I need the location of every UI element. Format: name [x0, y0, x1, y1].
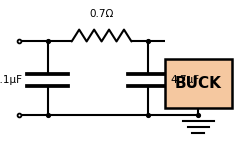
Text: 0.1μF: 0.1μF: [0, 75, 23, 85]
Text: 0.7Ω: 0.7Ω: [89, 9, 114, 19]
Text: 4.7μF: 4.7μF: [171, 75, 200, 85]
Text: BUCK: BUCK: [175, 76, 222, 91]
FancyBboxPatch shape: [165, 59, 232, 108]
